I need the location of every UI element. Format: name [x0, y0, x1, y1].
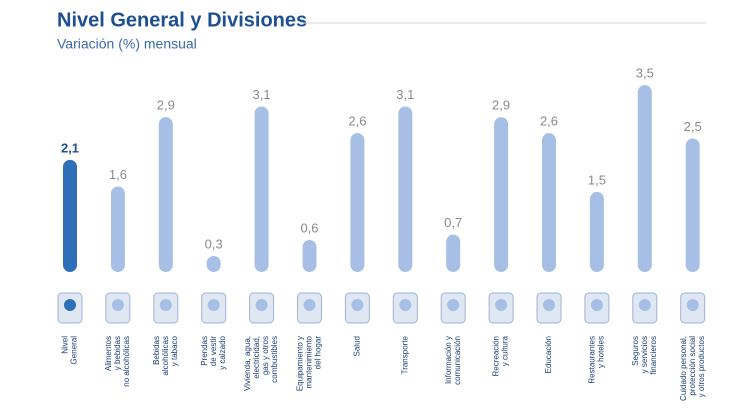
value-label: 1,6: [109, 167, 127, 182]
category-icon-dot: [207, 299, 220, 311]
x-tick-label: General: [70, 336, 79, 365]
bar: [350, 133, 365, 272]
bar: [446, 234, 461, 272]
x-tick-label: Alimentos: [104, 336, 113, 371]
bar: [398, 106, 413, 273]
bar: [110, 186, 125, 272]
x-tick-label: Salud: [353, 336, 362, 356]
bar: [254, 106, 269, 273]
x-tick-label: Educación: [544, 336, 553, 373]
value-label: 2,6: [348, 114, 366, 129]
category-icon-dot: [351, 299, 364, 311]
x-tick-label: del hogar: [314, 336, 323, 370]
value-label: 1,5: [588, 172, 606, 187]
value-label: 2,5: [684, 119, 702, 134]
x-tick-label: Seguros: [631, 336, 640, 366]
x-tick-label: Información y: [444, 336, 453, 384]
category-icon-dot: [543, 299, 555, 311]
x-tick-label: Restaurantes: [588, 336, 597, 384]
value-label: 0,3: [205, 236, 223, 251]
x-tick-label: comunicación: [453, 336, 462, 385]
x-tick-label: y hoteles: [597, 336, 606, 368]
bar: [158, 117, 173, 272]
x-tick-label: financieros: [649, 336, 658, 375]
x-tick-label: Nivel: [61, 336, 70, 354]
value-label: 3,1: [396, 87, 414, 102]
value-label: 2,9: [492, 98, 510, 113]
x-tick-label: Cuidado personal,: [679, 336, 688, 401]
value-label: 0,6: [300, 220, 318, 235]
category-icon-dot: [159, 299, 172, 311]
bar: [206, 255, 221, 272]
x-tick-label: protección social: [688, 336, 697, 396]
x-tick-label: y otros productos: [697, 336, 706, 397]
x-tick-label: y servicios: [640, 336, 649, 373]
x-tick-label: gas y otros: [261, 336, 270, 375]
x-tick-label: electricidad,: [252, 336, 261, 379]
x-tick-label: Bebidas: [152, 336, 161, 365]
value-label: 0,7: [444, 215, 462, 230]
bar: [63, 159, 77, 272]
x-tick-label: combustibles: [270, 336, 279, 383]
x-tick-label: alcohólicas: [161, 336, 170, 376]
chart-title: Nivel General y Divisiones: [57, 9, 307, 31]
x-tick-label: y tabaco: [170, 335, 179, 366]
x-tick-label: y cultura: [501, 335, 510, 366]
value-label: 2,9: [157, 98, 175, 113]
x-tick-label: mantenimiento: [305, 335, 314, 388]
x-tick-label: Vivienda, agua,: [243, 336, 252, 391]
bar: [589, 191, 604, 272]
value-label: 3,1: [253, 87, 271, 102]
category-icon-dot: [590, 299, 603, 311]
x-tick-label: Prendas: [200, 336, 209, 366]
category-icon-dot: [495, 299, 508, 311]
category-icon-dot: [399, 299, 412, 311]
category-icon-dot: [64, 299, 76, 311]
chart-subtitle: Variación (%) mensual: [57, 36, 197, 52]
x-tick-label: Recreación: [492, 336, 501, 376]
x-tick-label: y bebidas: [113, 336, 122, 370]
category-icon-dot: [638, 299, 651, 311]
bar: [302, 239, 317, 272]
category-icon-dot: [447, 299, 460, 311]
x-tick-label: y calzado: [218, 335, 227, 369]
value-label: 2,6: [540, 114, 558, 129]
bar: [542, 133, 556, 272]
bar: [685, 138, 700, 272]
x-tick-label: no alcohólicas: [122, 336, 131, 387]
x-tick-label: de vestir: [209, 336, 218, 367]
bar: [494, 117, 509, 272]
category-icon-dot: [686, 299, 699, 311]
x-tick-label: Equipamiento y: [296, 336, 305, 391]
category-icon-dot: [255, 299, 268, 311]
category-icon-dot: [111, 299, 124, 311]
x-tick-label: Transporte: [400, 335, 409, 374]
value-label: 3,5: [636, 66, 654, 81]
value-label: 2,1: [61, 140, 79, 155]
category-icon-dot: [303, 299, 316, 311]
bar: [637, 85, 652, 272]
